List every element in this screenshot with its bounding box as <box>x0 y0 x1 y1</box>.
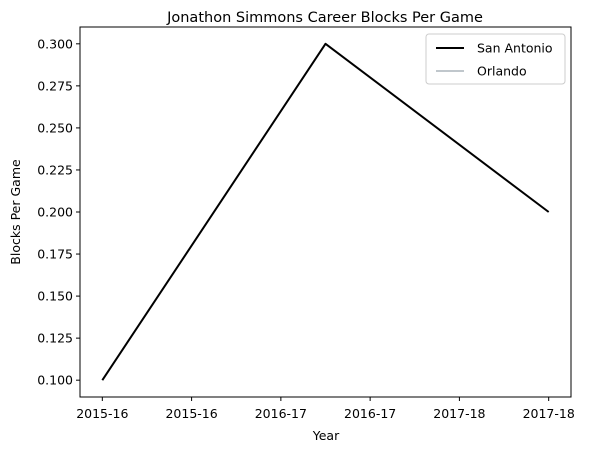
legend-label: San Antonio <box>477 41 553 56</box>
y-tick-label: 0.125 <box>37 331 73 346</box>
legend-label: Orlando <box>477 64 527 79</box>
plot-area-frame <box>79 26 572 398</box>
x-tick-label: 2016-17 <box>255 406 307 421</box>
x-tick-label: 2016-17 <box>344 406 396 421</box>
x-axis-ticks: 2015-16 2015-16 2016-17 2016-17 2017-18 2017-… <box>76 397 575 421</box>
y-tick-label: 0.200 <box>37 205 73 220</box>
x-tick-label: 2015-16 <box>165 406 217 421</box>
series-line-0 <box>101 42 550 381</box>
y-tick-label: 0.175 <box>37 247 73 262</box>
y-tick-label: 0.150 <box>37 289 73 304</box>
x-tick-label: 2015-16 <box>76 406 128 421</box>
x-axis-label: Year <box>312 428 340 443</box>
x-tick-label: 2017-18 <box>433 406 485 421</box>
y-axis-ticks: 0.100 0.125 0.150 0.175 0.200 0.225 0.250 0.275… <box>37 36 80 388</box>
chart-title: Jonathon Simmons Career Blocks Per Game <box>166 10 483 26</box>
y-tick-label: 0.300 <box>37 36 73 51</box>
y-axis-label: Blocks Per Game <box>8 159 23 265</box>
series-group <box>101 42 550 381</box>
y-tick-label: 0.100 <box>37 373 73 388</box>
y-tick-label: 0.275 <box>37 78 73 93</box>
y-tick-label: 0.250 <box>37 120 73 135</box>
x-tick-label: 2017-18 <box>523 406 575 421</box>
y-tick-label: 0.225 <box>37 162 73 177</box>
legend: San Antonio Orlando <box>425 33 566 85</box>
